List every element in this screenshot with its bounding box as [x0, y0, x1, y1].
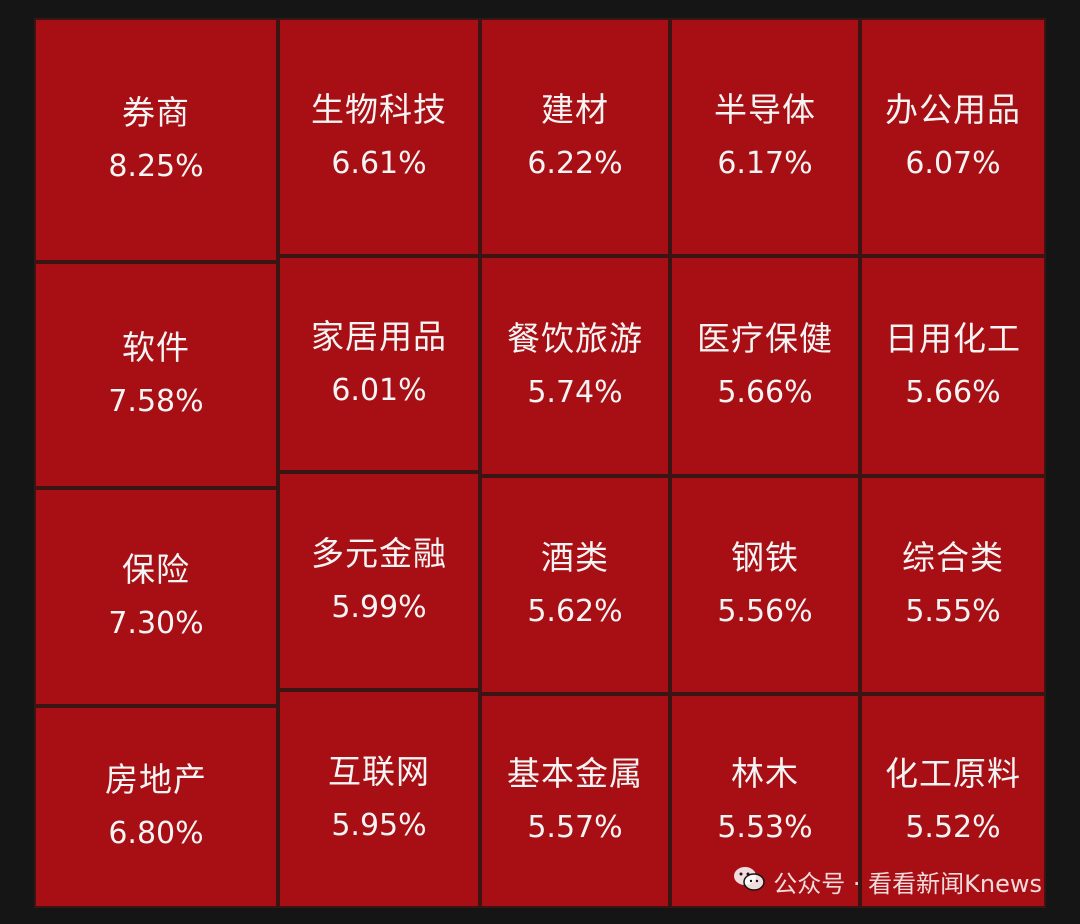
- tile-label: 券商: [122, 93, 190, 132]
- treemap-tile: 多元金融 5.99%: [278, 472, 480, 690]
- treemap-tile: 券商 8.25%: [34, 18, 278, 262]
- tile-label: 办公用品: [885, 90, 1021, 129]
- tile-label: 家居用品: [311, 317, 447, 356]
- watermark-text: 公众号 · 看看新闻Knews: [773, 870, 1042, 898]
- tile-value: 6.61%: [331, 146, 427, 181]
- treemap-tile: 医疗保健 5.66%: [670, 256, 860, 476]
- tile-value: 5.66%: [905, 375, 1001, 410]
- treemap-chart: 券商 8.25% 软件 7.58% 保险 7.30% 房地产 6.80% 生物科技 6.61% 建材…: [34, 18, 1046, 908]
- treemap-tile: 餐饮旅游 5.74%: [480, 256, 670, 476]
- tile-value: 7.30%: [108, 606, 204, 641]
- tile-label: 餐饮旅游: [507, 319, 643, 358]
- treemap-tile: 化工原料 5.52%: [860, 694, 1046, 908]
- tile-value: 6.22%: [527, 146, 623, 181]
- treemap-tile: 半导体 6.17%: [670, 18, 860, 256]
- treemap-tile: 生物科技 6.61%: [278, 18, 480, 256]
- treemap-tile: 互联网 5.95%: [278, 690, 480, 908]
- tile-label: 日用化工: [885, 319, 1021, 358]
- tile-label: 酒类: [541, 538, 609, 577]
- tile-label: 建材: [541, 90, 609, 129]
- tile-value: 5.95%: [331, 808, 427, 843]
- tile-value: 7.58%: [108, 384, 204, 419]
- tile-value: 6.07%: [905, 146, 1001, 181]
- tile-value: 5.62%: [527, 594, 623, 629]
- tile-value: 5.56%: [717, 594, 813, 629]
- wechat-icon: [733, 866, 766, 898]
- tile-label: 生物科技: [311, 90, 447, 129]
- tile-label: 基本金属: [507, 754, 643, 793]
- tile-label: 互联网: [328, 752, 430, 791]
- treemap-tile: 办公用品 6.07%: [860, 18, 1046, 256]
- tile-value: 6.80%: [108, 816, 204, 851]
- tile-label: 综合类: [902, 538, 1004, 577]
- tile-label: 林木: [731, 754, 799, 793]
- treemap-tile: 日用化工 5.66%: [860, 256, 1046, 476]
- treemap-tile: 家居用品 6.01%: [278, 256, 480, 472]
- tile-label: 钢铁: [731, 538, 799, 577]
- watermark: 公众号 · 看看新闻Knews: [733, 864, 1042, 899]
- treemap-tile: 林木 5.53%: [670, 694, 860, 908]
- tile-value: 6.01%: [331, 373, 427, 408]
- tile-label: 医疗保健: [697, 319, 833, 358]
- tile-value: 5.52%: [905, 810, 1001, 845]
- treemap-tile: 钢铁 5.56%: [670, 476, 860, 694]
- tile-label: 半导体: [714, 90, 816, 129]
- treemap-tile: 基本金属 5.57%: [480, 694, 670, 908]
- treemap-tile: 建材 6.22%: [480, 18, 670, 256]
- treemap-tile: 软件 7.58%: [34, 262, 278, 488]
- treemap-tile: 房地产 6.80%: [34, 706, 278, 908]
- tile-label: 多元金融: [311, 534, 447, 573]
- tile-label: 保险: [122, 550, 190, 589]
- tile-value: 5.74%: [527, 375, 623, 410]
- treemap-tile: 酒类 5.62%: [480, 476, 670, 694]
- tile-value: 6.17%: [717, 146, 813, 181]
- tile-value: 8.25%: [108, 149, 204, 184]
- tile-label: 房地产: [105, 760, 207, 799]
- tile-label: 软件: [122, 328, 190, 367]
- tile-label: 化工原料: [885, 754, 1021, 793]
- tile-value: 5.99%: [331, 590, 427, 625]
- tile-value: 5.57%: [527, 810, 623, 845]
- tile-value: 5.66%: [717, 375, 813, 410]
- treemap-tile: 综合类 5.55%: [860, 476, 1046, 694]
- treemap-tile: 保险 7.30%: [34, 488, 278, 706]
- tile-value: 5.53%: [717, 810, 813, 845]
- tile-value: 5.55%: [905, 594, 1001, 629]
